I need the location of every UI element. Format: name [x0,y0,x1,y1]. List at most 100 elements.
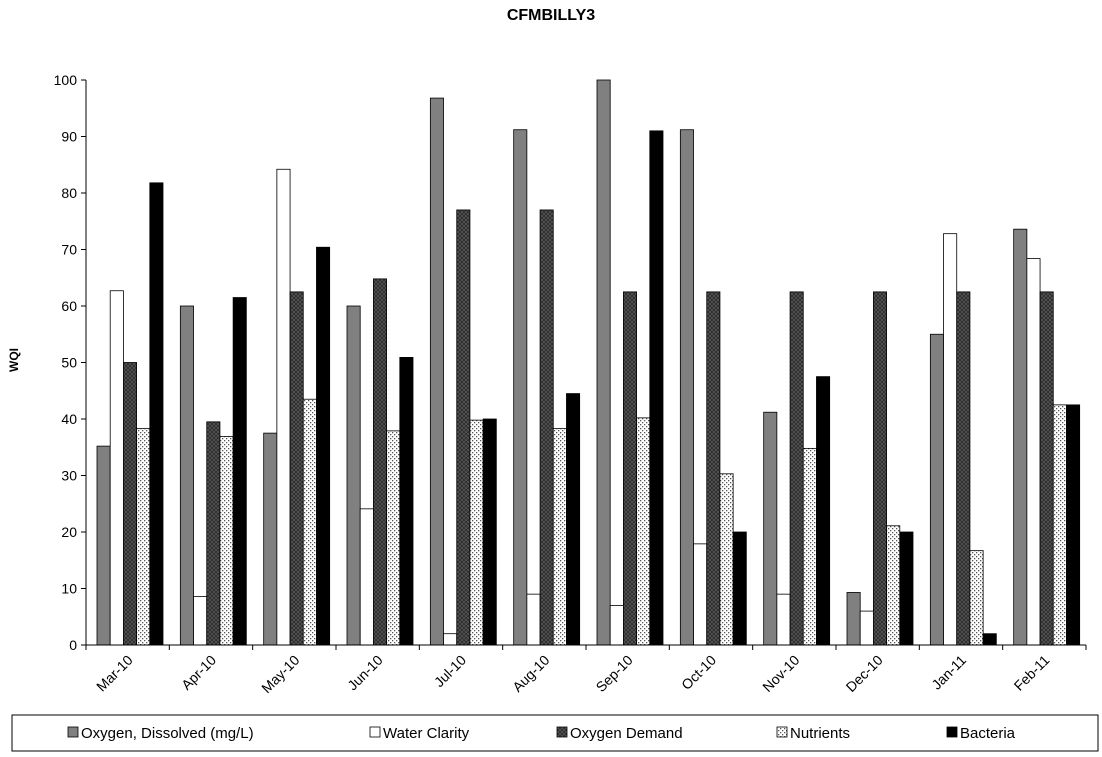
bar-1-2 [206,421,221,646]
legend-swatch [556,726,568,738]
legend-label: Nutrients [790,725,850,742]
legend-swatch [67,726,79,738]
bar-9-0 [846,592,861,646]
legend-label: Bacteria [960,725,1016,742]
y-tick-label: 80 [61,185,77,201]
y-tick-label: 40 [61,411,77,427]
bar-11-3 [1052,404,1067,646]
bar-7-2 [706,291,721,646]
y-tick-label: 50 [61,355,77,371]
bar-5-2 [539,209,554,646]
bar-6-4 [649,130,664,646]
y-tick-label: 70 [61,242,77,258]
bar-2-4 [316,246,331,646]
bar-3-4 [399,357,414,646]
bar-10-2 [956,291,971,646]
bar-4-3 [469,419,484,646]
bar-8-2 [789,291,804,646]
bar-1-4 [232,297,247,646]
bar-11-4 [1066,404,1081,646]
bar-6-2 [623,291,638,646]
bar-2-3 [302,398,317,646]
bar-6-1 [609,605,624,646]
bar-3-2 [372,278,387,646]
y-tick-label: 0 [69,637,77,653]
bar-6-3 [636,417,651,646]
x-tick-label: Oct-10 [678,652,719,693]
bar-10-3 [969,550,984,646]
y-tick-label: 30 [61,468,77,484]
x-tick-label: Jan-11 [928,652,969,693]
bar-2-1 [276,168,291,646]
legend-box [11,714,1099,752]
bar-8-0 [763,411,778,646]
bar-0-0 [96,445,111,646]
bar-11-2 [1039,291,1054,646]
bar-10-1 [943,233,958,646]
x-axis: Mar-10 Apr-10 May-10 Jun-10 Jul-10 Aug-10 Sep-… [85,644,1087,696]
x-tick-label: May-10 [258,652,302,696]
y-tick-label: 10 [61,581,77,597]
x-tick-label: Sep-10 [593,652,636,695]
bar-1-3 [219,436,234,646]
bar-4-4 [482,418,497,646]
x-tick-label: Mar-10 [93,652,136,695]
bar-7-0 [679,129,694,646]
bar-0-4 [149,182,164,646]
bar-8-3 [802,447,817,646]
bar-5-0 [513,129,528,646]
y-tick-label: 100 [54,72,78,88]
bar-3-0 [346,305,361,646]
bar-7-3 [719,473,734,646]
bars [96,79,1081,646]
bar-4-0 [429,97,444,646]
x-tick-label: Nov-10 [759,652,802,695]
y-tick-label: 60 [61,298,77,314]
bar-4-1 [443,633,458,646]
bar-5-1 [526,593,541,646]
bar-9-3 [886,525,901,646]
bar-7-1 [693,543,708,646]
bar-11-1 [1026,258,1041,646]
bar-11-0 [1013,228,1028,646]
x-tick-label: Dec-10 [843,652,886,695]
y-axis-title: WQI [7,348,21,372]
bar-1-1 [193,596,208,646]
bar-6-0 [596,79,611,646]
x-tick-label: Aug-10 [509,652,552,695]
x-tick-label: Feb-11 [1011,652,1053,694]
bar-3-3 [386,430,401,646]
bar-1-0 [179,305,194,646]
legend: Oxygen, Dissolved (mg/L) Water Clarity Oxy… [11,714,1099,752]
bar-7-4 [732,531,747,646]
bar-10-0 [929,333,944,646]
bar-9-1 [859,610,874,646]
legend-swatch [776,726,788,738]
legend-swatch [369,726,381,738]
bar-0-2 [123,362,138,646]
bar-0-3 [136,428,151,646]
chart-title: CFMBILLY3 [507,7,595,24]
bar-0-1 [109,290,124,646]
bar-10-4 [982,633,997,646]
bar-9-4 [899,531,914,646]
y-tick-label: 20 [61,524,77,540]
x-tick-label: Jul-10 [431,652,469,690]
legend-label: Water Clarity [383,725,470,742]
bar-4-2 [456,209,471,646]
x-tick-label: Apr-10 [178,652,219,693]
bar-5-4 [566,393,581,646]
bar-8-1 [776,593,791,646]
y-axis: 0 10 20 30 40 50 60 70 80 90 100 [54,72,87,653]
legend-label: Oxygen, Dissolved (mg/L) [81,725,254,742]
y-tick-label: 90 [61,129,77,145]
bar-5-3 [552,428,567,646]
bar-3-1 [359,508,374,646]
legend-label: Oxygen Demand [570,725,683,742]
bar-2-2 [289,291,304,646]
x-tick-label: Jun-10 [344,652,386,694]
legend-swatch [946,726,958,738]
bar-8-4 [816,376,831,646]
